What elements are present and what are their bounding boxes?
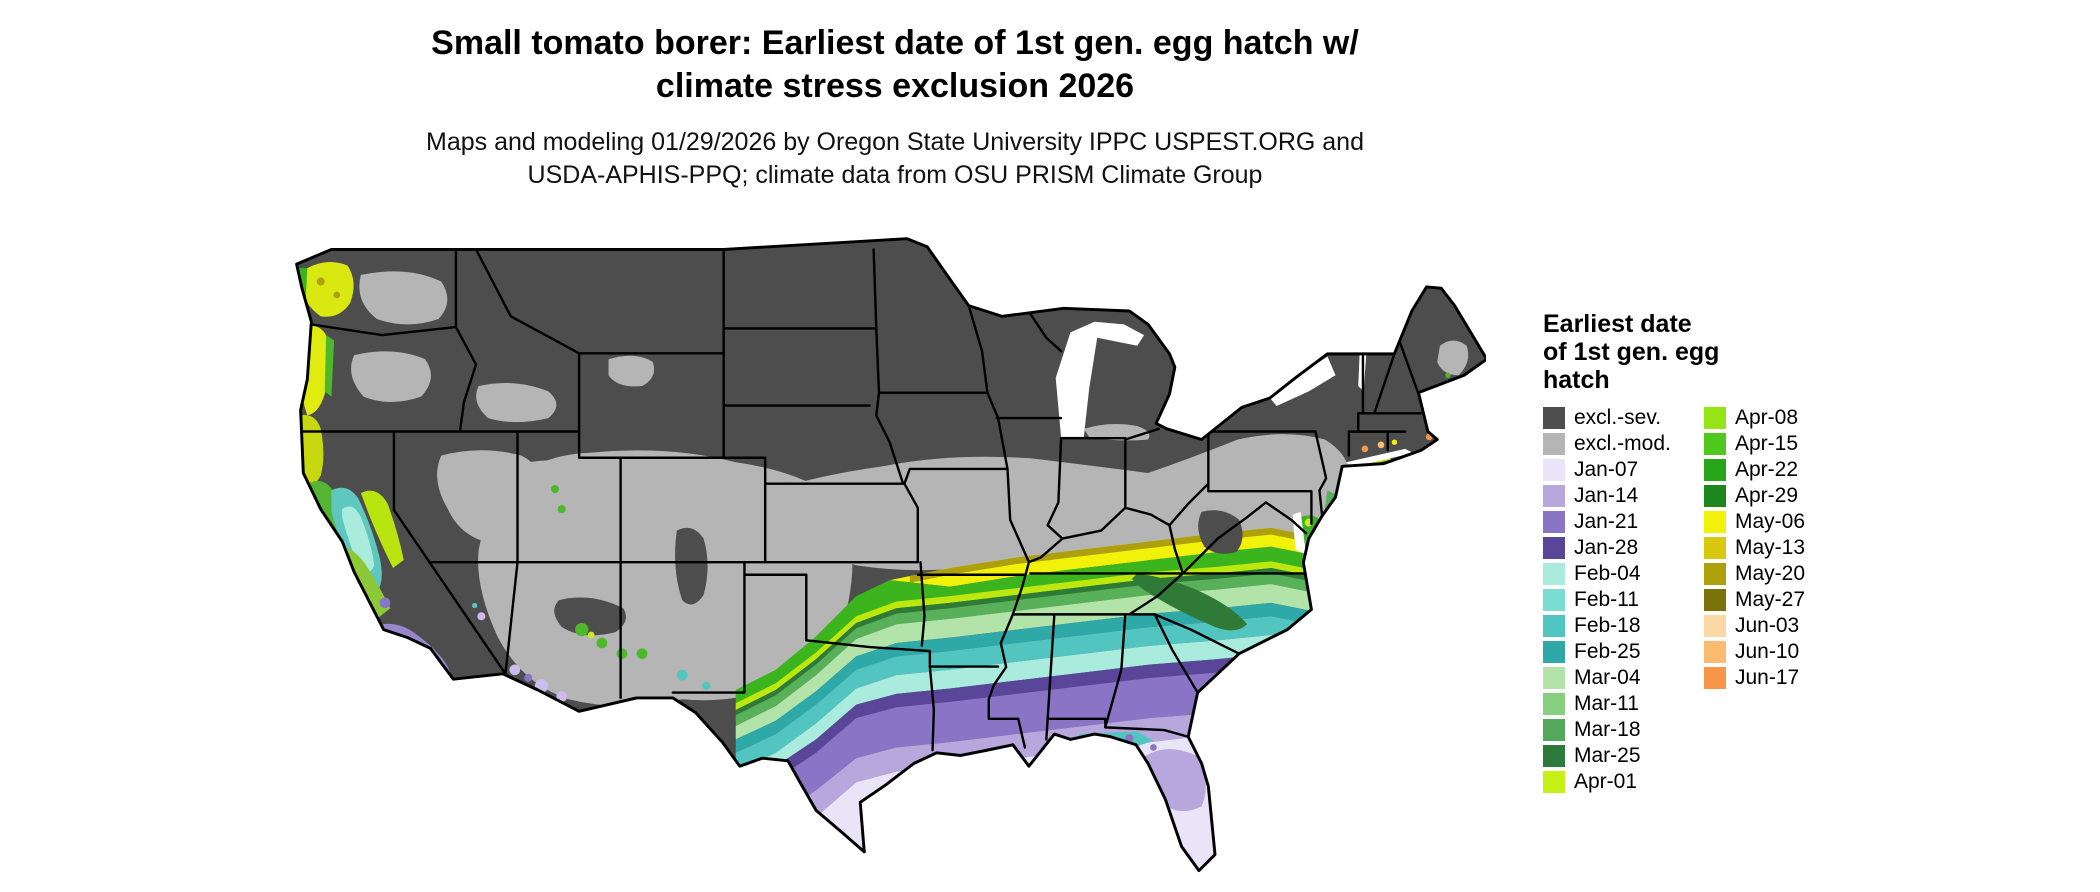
legend-swatch [1543, 745, 1565, 767]
legend-label: Jan-28 [1574, 536, 1639, 559]
legend-row: May-20 [1704, 561, 1805, 587]
legend-swatch [1543, 433, 1565, 455]
legend-label: excl.-sev. [1574, 406, 1662, 429]
legend-swatch [1704, 511, 1726, 533]
legend-row: Jun-17 [1704, 665, 1805, 691]
legend-row: Jan-14 [1543, 483, 1671, 509]
map-subtitle: Maps and modeling 01/29/2026 by Oregon S… [0, 126, 1790, 192]
legend-row: excl.-sev. [1543, 405, 1671, 431]
legend-label: May-27 [1735, 588, 1806, 611]
legend-swatch [1543, 537, 1565, 559]
legend-row: Mar-25 [1543, 743, 1671, 769]
legend-label: Apr-22 [1735, 458, 1799, 481]
legend-swatch [1543, 511, 1565, 533]
legend-swatch [1704, 589, 1726, 611]
map-subtitle-line-2: USDA-APHIS-PPQ; climate data from OSU PR… [527, 161, 1263, 189]
us-map-image [295, 237, 1486, 873]
legend-row: Feb-11 [1543, 587, 1671, 613]
legend-label: Jan-21 [1574, 510, 1639, 533]
legend-label: Feb-18 [1574, 614, 1641, 637]
legend-row: Jan-07 [1543, 457, 1671, 483]
legend-row: Apr-01 [1543, 769, 1671, 795]
legend-swatch [1543, 667, 1565, 689]
legend-swatch [1543, 615, 1565, 637]
legend-label: Apr-15 [1735, 432, 1799, 455]
legend-title-line-2: of 1st gen. egg [1543, 338, 1720, 366]
legend-row: Feb-04 [1543, 561, 1671, 587]
legend-column-1: excl.-sev. excl.-mod. Jan-07 Jan-14 Jan-21 Ja… [1543, 405, 1671, 795]
legend-swatch [1704, 485, 1726, 507]
legend-label: Mar-04 [1574, 666, 1641, 689]
legend-title: Earliest date of 1st gen. egg hatch [1543, 310, 1719, 394]
legend-column-2: Apr-08 Apr-15 Apr-22 Apr-29 May-06 May-13 May-… [1704, 405, 1805, 691]
legend-label: Jan-07 [1574, 458, 1639, 481]
legend-swatch [1704, 563, 1726, 585]
legend-swatch [1543, 589, 1565, 611]
legend-row: Mar-18 [1543, 717, 1671, 743]
legend-swatch [1543, 771, 1565, 793]
legend-row: Apr-29 [1704, 483, 1805, 509]
legend-row: Mar-11 [1543, 691, 1671, 717]
legend-label: May-06 [1735, 510, 1806, 533]
legend-swatch [1704, 407, 1726, 429]
legend-row: Jan-28 [1543, 535, 1671, 561]
map-title-line-2: climate stress exclusion 2026 [655, 67, 1135, 105]
map-title-line-1: Small tomato borer: Earliest date of 1st… [431, 24, 1359, 62]
legend-label: Feb-11 [1574, 588, 1639, 611]
legend-swatch [1543, 641, 1565, 663]
legend-swatch [1543, 563, 1565, 585]
legend-swatch [1704, 537, 1726, 559]
legend-label: May-20 [1735, 562, 1806, 585]
legend-label: Jun-17 [1735, 666, 1800, 689]
legend-swatch [1543, 407, 1565, 429]
legend-title-line-3: hatch [1543, 366, 1610, 394]
legend-row: May-27 [1704, 587, 1805, 613]
legend-row: Jun-10 [1704, 639, 1805, 665]
legend-label: excl.-mod. [1574, 432, 1671, 455]
legend-swatch [1543, 719, 1565, 741]
legend-swatch [1543, 693, 1565, 715]
legend-swatch [1704, 615, 1726, 637]
legend-row: Jan-21 [1543, 509, 1671, 535]
legend-label: Mar-25 [1574, 744, 1641, 767]
legend-row: Feb-18 [1543, 613, 1671, 639]
legend-swatch [1543, 485, 1565, 507]
map-title: Small tomato borer: Earliest date of 1st… [0, 22, 1790, 108]
legend-swatch [1704, 433, 1726, 455]
legend-label: Jun-10 [1735, 640, 1800, 663]
legend-row: Apr-15 [1704, 431, 1805, 457]
legend-label: Apr-08 [1735, 406, 1799, 429]
legend-swatch [1704, 641, 1726, 663]
legend-row: Apr-22 [1704, 457, 1805, 483]
legend-title-line-1: Earliest date [1543, 310, 1692, 338]
legend-label: May-13 [1735, 536, 1806, 559]
legend-label: Feb-25 [1574, 640, 1641, 663]
legend-label: Apr-29 [1735, 484, 1799, 507]
legend-row: Feb-25 [1543, 639, 1671, 665]
legend-label: Feb-04 [1574, 562, 1641, 585]
legend-row: excl.-mod. [1543, 431, 1671, 457]
legend-row: Jun-03 [1704, 613, 1805, 639]
map-subtitle-line-1: Maps and modeling 01/29/2026 by Oregon S… [426, 128, 1364, 156]
legend-label: Mar-18 [1574, 718, 1641, 741]
legend-row: Mar-04 [1543, 665, 1671, 691]
legend-label: Jan-14 [1574, 484, 1639, 507]
legend-row: May-13 [1704, 535, 1805, 561]
legend-swatch [1704, 667, 1726, 689]
legend-swatch [1543, 459, 1565, 481]
legend-row: Apr-08 [1704, 405, 1805, 431]
legend-row: May-06 [1704, 509, 1805, 535]
legend-label: Jun-03 [1735, 614, 1800, 637]
legend-label: Mar-11 [1574, 692, 1639, 715]
legend-swatch [1704, 459, 1726, 481]
legend-label: Apr-01 [1574, 770, 1638, 793]
